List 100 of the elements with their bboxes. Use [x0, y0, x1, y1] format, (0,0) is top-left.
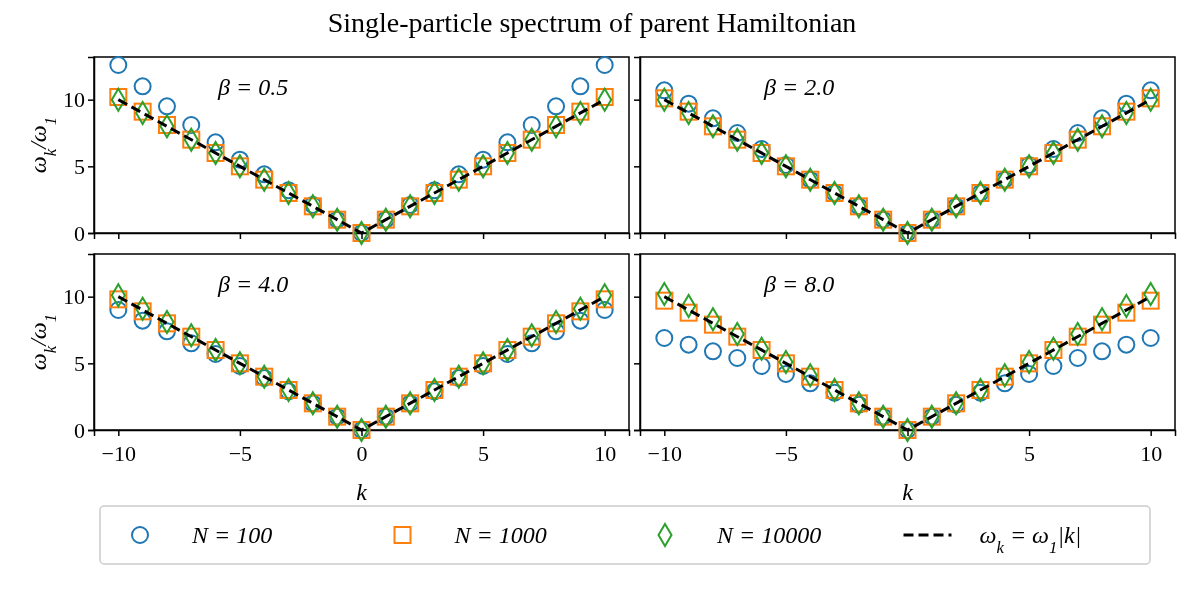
- point: [995, 367, 1014, 386]
- point: [728, 124, 747, 142]
- point: [1141, 81, 1160, 100]
- point: [474, 150, 493, 169]
- legend-label: N = 100: [191, 522, 273, 548]
- x-tick-label: 5: [478, 441, 490, 466]
- point: [1117, 335, 1136, 354]
- point: [133, 311, 152, 330]
- x-tick-label: −10: [647, 441, 683, 466]
- point: [571, 302, 590, 321]
- point: [1093, 342, 1112, 361]
- annotation: β = 0.5: [217, 74, 289, 100]
- point: [776, 365, 795, 383]
- point: [995, 374, 1014, 393]
- y-tick-label: 0: [74, 220, 85, 246]
- point: [703, 342, 722, 361]
- point: [1044, 357, 1063, 375]
- point: [522, 116, 541, 134]
- point: [1093, 109, 1112, 128]
- point: [1044, 341, 1063, 359]
- legend-label: ω$_{k}$ = ω$_{1}$|k|: [979, 522, 1082, 557]
- point: [703, 315, 722, 334]
- point: [1068, 327, 1087, 346]
- point: [157, 322, 176, 341]
- point: [752, 341, 771, 359]
- point: [1141, 291, 1160, 310]
- x-tick-label: 0: [356, 441, 368, 466]
- point: [655, 89, 674, 108]
- point: [595, 56, 614, 74]
- point: [595, 88, 614, 106]
- annotation: β = 2.0: [763, 74, 835, 100]
- point: [1117, 94, 1136, 113]
- point: [703, 109, 722, 128]
- point: [1117, 102, 1136, 121]
- y-tick-label: 5: [74, 350, 85, 376]
- x-tick-label: −5: [228, 441, 253, 466]
- point: [655, 291, 674, 310]
- point: [595, 290, 614, 309]
- point: [547, 116, 566, 134]
- point: [801, 367, 820, 386]
- point: [182, 327, 201, 346]
- x-tick-label: 5: [1024, 441, 1036, 466]
- point: [109, 56, 128, 74]
- point: [728, 349, 747, 367]
- point: [1068, 124, 1087, 142]
- point: [109, 301, 128, 319]
- point: [109, 88, 128, 106]
- point: [133, 102, 152, 121]
- point: [498, 133, 517, 152]
- point: [206, 133, 225, 152]
- point: [1020, 365, 1039, 383]
- point: [655, 81, 674, 100]
- point: [133, 77, 152, 96]
- point: [776, 354, 795, 373]
- point: [679, 102, 698, 121]
- point: [655, 329, 674, 347]
- x-tick-label: 0: [902, 441, 914, 466]
- point: [1141, 329, 1160, 347]
- point: [571, 77, 590, 96]
- point: [679, 335, 698, 354]
- point: [1020, 354, 1039, 373]
- point: [182, 334, 201, 353]
- point: [728, 327, 747, 346]
- point: [547, 322, 566, 341]
- point: [133, 302, 152, 321]
- point: [595, 301, 614, 319]
- point: [109, 290, 128, 309]
- point: [1141, 89, 1160, 108]
- y-tick-label: 5: [74, 153, 85, 179]
- y-tick-label: 10: [63, 87, 85, 113]
- point: [1068, 349, 1087, 367]
- point: [801, 374, 820, 393]
- legend-label: N = 1000: [453, 522, 547, 548]
- point: [547, 97, 566, 116]
- legend-label: N = 10000: [716, 522, 822, 548]
- point: [571, 311, 590, 330]
- point: [157, 314, 176, 333]
- chart-title: Single-particle spectrum of parent Hamiltonian: [327, 7, 857, 38]
- x-axis-title: k: [356, 479, 368, 505]
- point: [752, 357, 771, 375]
- y-tick-label: 10: [63, 284, 85, 310]
- annotation: β = 8.0: [763, 271, 835, 297]
- point: [1117, 303, 1136, 322]
- annotation: β = 4.0: [217, 271, 289, 297]
- x-tick-label: −10: [101, 441, 137, 466]
- point: [571, 102, 590, 121]
- point: [157, 97, 176, 116]
- point: [157, 116, 176, 134]
- point: [1093, 315, 1112, 334]
- point: [547, 314, 566, 333]
- point: [230, 150, 249, 169]
- point: [679, 94, 698, 113]
- x-tick-label: 10: [594, 441, 617, 466]
- point: [522, 327, 541, 346]
- point: [182, 116, 201, 134]
- x-tick-label: 10: [1140, 441, 1163, 466]
- y-tick-label: 0: [74, 417, 85, 443]
- point: [679, 303, 698, 322]
- x-tick-label: −5: [774, 441, 799, 466]
- point: [522, 334, 541, 353]
